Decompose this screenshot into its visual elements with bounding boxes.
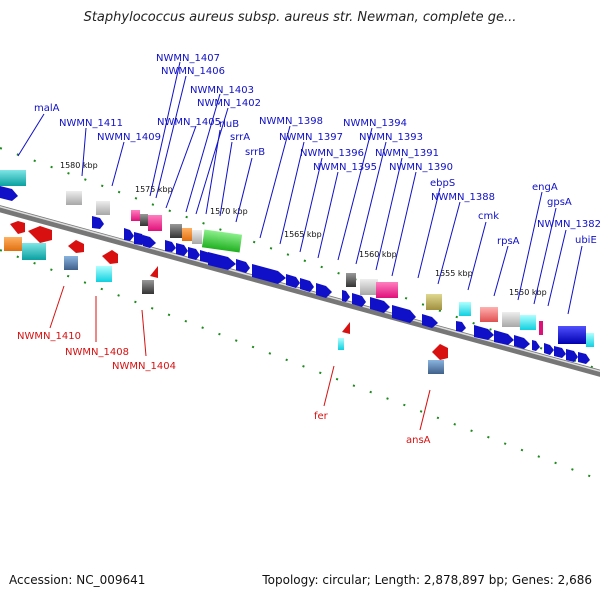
kbp-ticks: 1580 kbp 1575 kbp 1570 kbp 1565 kbp 1560… — [60, 161, 547, 297]
tick-label: 1555 kbp — [435, 269, 473, 278]
tick-label: 1560 kbp — [359, 250, 397, 259]
gene-label: NWMN_1409 — [97, 132, 161, 143]
gene-label: fer — [314, 411, 329, 422]
gene-label: rpsA — [497, 236, 520, 247]
gene-label: NWMN_1402 — [197, 98, 261, 109]
reverse-label-connectors — [49, 285, 431, 431]
tick-label: 1570 kbp — [210, 207, 248, 216]
tick-label: 1565 kbp — [284, 230, 322, 239]
gene-label: NWMN_1405 — [157, 117, 221, 128]
tick-label: 1580 kbp — [60, 161, 98, 170]
gene-label: srrB — [245, 147, 265, 158]
map-title: Staphylococcus aureus subsp. aureus str.… — [83, 10, 517, 25]
gene-label: NWMN_1390 — [389, 162, 453, 173]
gene-label: ubiE — [575, 235, 597, 246]
gene-label: NWMN_1397 — [279, 132, 343, 143]
gene-label: rluB — [219, 119, 239, 130]
gene-label: NWMN_1398 — [259, 116, 323, 127]
tick-label: 1575 kbp — [135, 185, 173, 194]
forward-label-connectors — [17, 61, 583, 315]
gene-label: ansA — [406, 435, 431, 446]
accession-text: Accession: NC_009641 — [9, 573, 146, 587]
gene-label: malA — [34, 103, 60, 114]
gene-label: cmk — [478, 211, 499, 222]
upper-feature-boxes — [0, 170, 543, 335]
gene-label: NWMN_1407 — [156, 53, 220, 64]
gene-label: NWMN_1403 — [190, 85, 254, 96]
tick-label: 1550 kbp — [509, 288, 547, 297]
gene-label: NWMN_1406 — [161, 66, 225, 77]
reverse-strand-genes — [4, 221, 448, 374]
gene-label: ebpS — [430, 178, 455, 189]
gene-label: NWMN_1404 — [112, 361, 176, 372]
forward-strand-genes — [0, 186, 594, 364]
gene-label: NWMN_1410 — [17, 331, 81, 342]
reverse-gene-labels: NWMN_1410 NWMN_1408 NWMN_1404 fer ansA — [17, 331, 431, 446]
gene-label: srrA — [230, 132, 250, 143]
forward-gene-labels: malA NWMN_1411 NWMN_1409 NWMN_1407 NWMN_… — [34, 53, 600, 247]
gene-label: engA — [532, 182, 558, 193]
gene-label: NWMN_1396 — [300, 148, 364, 159]
gene-label: NWMN_1391 — [375, 148, 439, 159]
gene-label: NWMN_1382 — [537, 219, 600, 230]
genome-summary: Topology: circular; Length: 2,878,897 bp… — [262, 573, 592, 587]
gene-label: NWMN_1408 — [65, 347, 129, 358]
gene-label: NWMN_1393 — [359, 132, 423, 143]
gene-label: gpsA — [547, 197, 572, 208]
gene-label: NWMN_1388 — [431, 192, 495, 203]
gene-label: NWMN_1395 — [313, 162, 377, 173]
gene-label: NWMN_1411 — [59, 118, 123, 129]
gene-label: NWMN_1394 — [343, 118, 407, 129]
